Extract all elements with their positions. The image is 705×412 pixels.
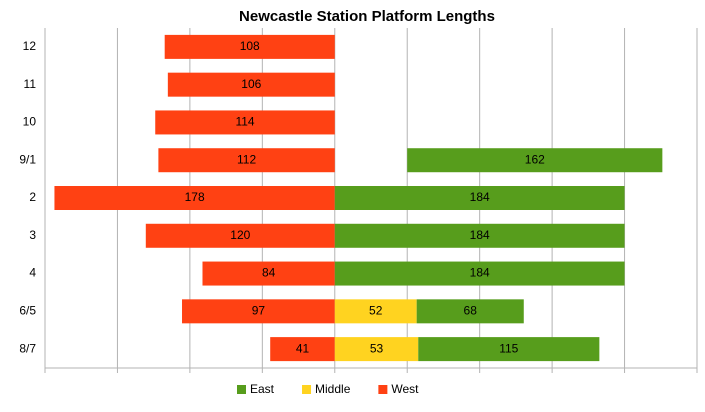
data-label: 84 bbox=[262, 266, 276, 280]
y-tick-label: 10 bbox=[23, 115, 37, 129]
bar bbox=[167, 72, 335, 97]
bar bbox=[334, 337, 419, 362]
data-label: 106 bbox=[241, 77, 261, 91]
bar bbox=[182, 299, 335, 324]
y-tick-label: 2 bbox=[29, 190, 36, 204]
data-label: 184 bbox=[470, 266, 490, 280]
y-tick-label: 11 bbox=[24, 77, 37, 91]
bar bbox=[334, 223, 625, 248]
bar bbox=[335, 148, 407, 172]
bar bbox=[270, 337, 335, 362]
bar bbox=[155, 110, 335, 135]
bar bbox=[334, 186, 625, 210]
data-label: 112 bbox=[237, 152, 256, 166]
legend-label: Middle bbox=[315, 382, 351, 396]
bar bbox=[334, 299, 417, 324]
bar bbox=[202, 261, 335, 286]
bar bbox=[145, 223, 335, 248]
bar bbox=[54, 186, 335, 210]
data-label: 68 bbox=[464, 304, 478, 318]
legend-swatch bbox=[302, 385, 312, 394]
bar bbox=[416, 299, 524, 324]
data-label: 115 bbox=[499, 341, 518, 355]
bar bbox=[334, 261, 625, 286]
data-label: 178 bbox=[185, 190, 205, 204]
data-label: 108 bbox=[240, 39, 260, 53]
bar bbox=[158, 148, 335, 173]
legend-label: West bbox=[391, 382, 419, 396]
legend-swatch bbox=[378, 385, 388, 394]
data-label: 184 bbox=[470, 190, 490, 204]
y-tick-label: 4 bbox=[29, 266, 36, 280]
y-tick-label: 3 bbox=[29, 228, 36, 242]
data-label: 184 bbox=[470, 228, 490, 242]
data-label: 114 bbox=[235, 115, 254, 129]
data-label: 120 bbox=[230, 228, 250, 242]
bar bbox=[418, 337, 600, 362]
data-label: 97 bbox=[252, 304, 266, 318]
chart-title: Newcastle Station Platform Lengths bbox=[239, 8, 495, 25]
y-tick-label: 12 bbox=[23, 39, 37, 53]
legend-swatch bbox=[237, 385, 246, 394]
bar bbox=[407, 148, 663, 173]
y-tick-label: 9/1 bbox=[19, 152, 36, 166]
legend-label: East bbox=[250, 382, 275, 396]
bar bbox=[164, 34, 335, 59]
data-label: 52 bbox=[369, 304, 383, 318]
y-tick-label: 6/5 bbox=[19, 304, 36, 318]
data-label: 162 bbox=[525, 152, 545, 166]
y-tick-label: 8/7 bbox=[19, 341, 36, 355]
data-label: 41 bbox=[296, 341, 310, 355]
data-label: 53 bbox=[370, 341, 384, 355]
